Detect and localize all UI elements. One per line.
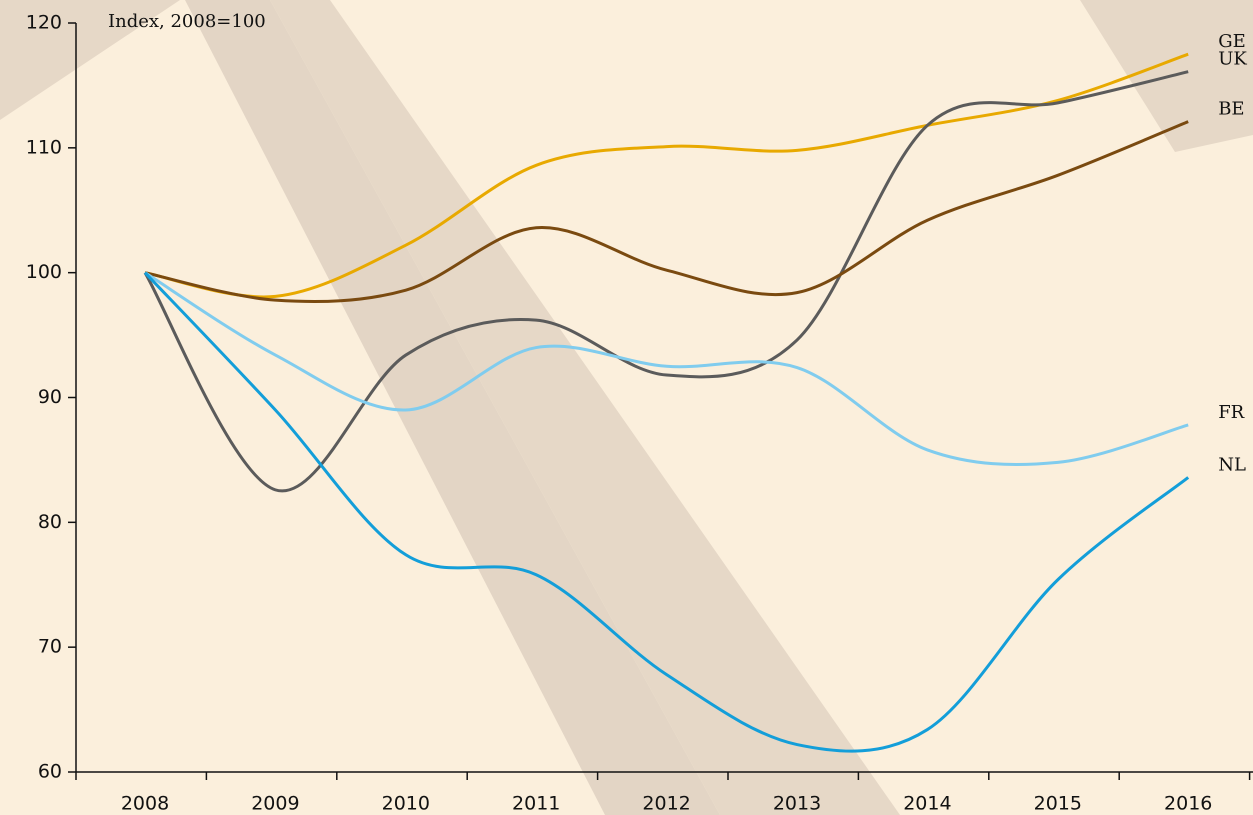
x-tick-label: 2008 (121, 793, 169, 815)
series-label: GE (1218, 31, 1246, 52)
series-line (143, 70, 1189, 493)
background-stripe (0, 0, 180, 120)
y-tick-label: 110 (26, 136, 62, 158)
y-tick-label: 100 (26, 261, 62, 283)
series-label: FR (1218, 402, 1244, 423)
x-tick-label: 2012 (642, 793, 690, 815)
x-tick-label: 2016 (1164, 793, 1212, 815)
x-tick-label: 2013 (773, 793, 821, 815)
series-label: BE (1218, 99, 1244, 120)
series-line (143, 271, 1190, 753)
x-tick-label: 2014 (903, 793, 951, 815)
x-tick-label: 2010 (382, 793, 430, 815)
series-line (144, 120, 1189, 304)
y-tick-label: 70 (38, 636, 62, 658)
x-tick-label: 2011 (512, 793, 560, 815)
y-tick-label: 80 (38, 511, 62, 533)
series-label: NL (1218, 454, 1246, 475)
background-stripe (270, 0, 900, 815)
y-tick-label: 60 (38, 761, 62, 783)
x-tick-label: 2015 (1034, 793, 1082, 815)
x-tick-label: 2009 (251, 793, 299, 815)
background-stripe (185, 0, 720, 815)
y-tick-label: 90 (38, 386, 62, 408)
y-tick-label: 120 (26, 12, 62, 34)
subtitle: Index, 2008=100 (108, 11, 266, 32)
series-line (144, 52, 1189, 299)
series-line (144, 271, 1189, 467)
series-label: UK (1218, 49, 1247, 70)
